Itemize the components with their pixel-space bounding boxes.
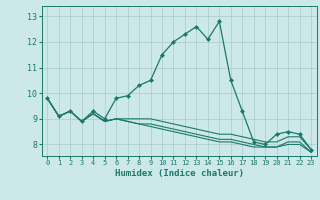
X-axis label: Humidex (Indice chaleur): Humidex (Indice chaleur) — [115, 169, 244, 178]
